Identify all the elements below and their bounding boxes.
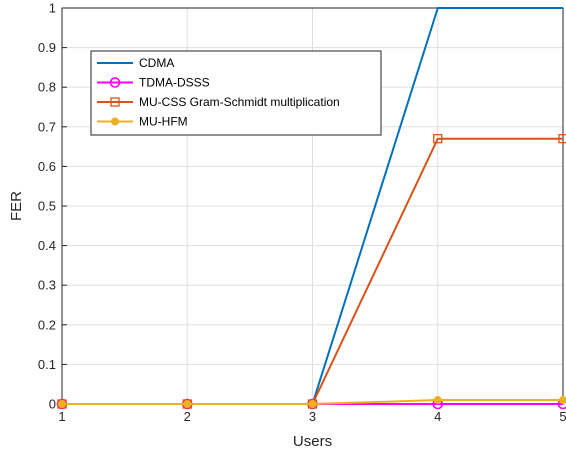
y-tick-label: 0.3 bbox=[38, 278, 56, 293]
x-tick-label: 2 bbox=[184, 409, 191, 424]
data-point-marker bbox=[111, 117, 119, 126]
y-tick-label: 0.7 bbox=[38, 119, 56, 134]
legend-item: MU-CSS Gram-Schmidt multiplication bbox=[97, 95, 340, 109]
data-point-marker bbox=[433, 396, 442, 405]
legend-item: TDMA-DSSS bbox=[97, 76, 210, 90]
legend: CDMA TDMA-DSSS MU-CSS Gram-Schmidt multipl… bbox=[90, 50, 382, 136]
legend-box bbox=[90, 50, 382, 136]
legend-label: MU-HFM bbox=[139, 115, 188, 129]
legend-item: MU-HFM bbox=[97, 115, 188, 129]
data-point-marker bbox=[183, 400, 192, 408]
legend-label: CDMA bbox=[139, 56, 174, 70]
x-tick-label: 5 bbox=[559, 409, 566, 424]
x-tick-label: 1 bbox=[58, 409, 65, 424]
x-axis-label: Users bbox=[293, 433, 332, 450]
data-point-marker bbox=[559, 396, 566, 405]
data-point-marker bbox=[433, 134, 443, 144]
series-layer bbox=[56, 7, 566, 410]
data-point-marker bbox=[110, 97, 120, 107]
legend-label: MU-CSS Gram-Schmidt multiplication bbox=[139, 95, 340, 109]
y-tick-label: 0.5 bbox=[38, 199, 56, 214]
data-point-marker bbox=[308, 400, 317, 408]
y-tick-label: 0.8 bbox=[38, 80, 56, 95]
y-tick-label: 0.1 bbox=[38, 357, 56, 372]
axis-ticks: 1 2 3 4 5 0 0.1 0.2 0.3 0.4 0.5 0.6 0.7 0.8 0.9 1 bbox=[38, 1, 566, 425]
data-point-marker bbox=[109, 77, 121, 88]
data-point-marker bbox=[58, 400, 66, 408]
y-tick-label: 0.6 bbox=[38, 159, 56, 174]
data-point-marker bbox=[558, 134, 566, 144]
y-tick-label: 0.4 bbox=[38, 238, 56, 253]
legend-item: CDMA bbox=[97, 56, 174, 70]
y-tick-label: 0.2 bbox=[38, 317, 56, 332]
y-tick-label: 1 bbox=[49, 1, 56, 16]
y-tick-label: 0 bbox=[49, 397, 56, 412]
y-tick-label: 0.9 bbox=[38, 40, 56, 55]
x-tick-label: 3 bbox=[309, 409, 316, 424]
series-3 bbox=[58, 396, 566, 408]
y-axis-label: FER bbox=[8, 191, 25, 221]
legend-label: TDMA-DSSS bbox=[139, 76, 210, 90]
x-tick-label: 4 bbox=[434, 409, 441, 424]
